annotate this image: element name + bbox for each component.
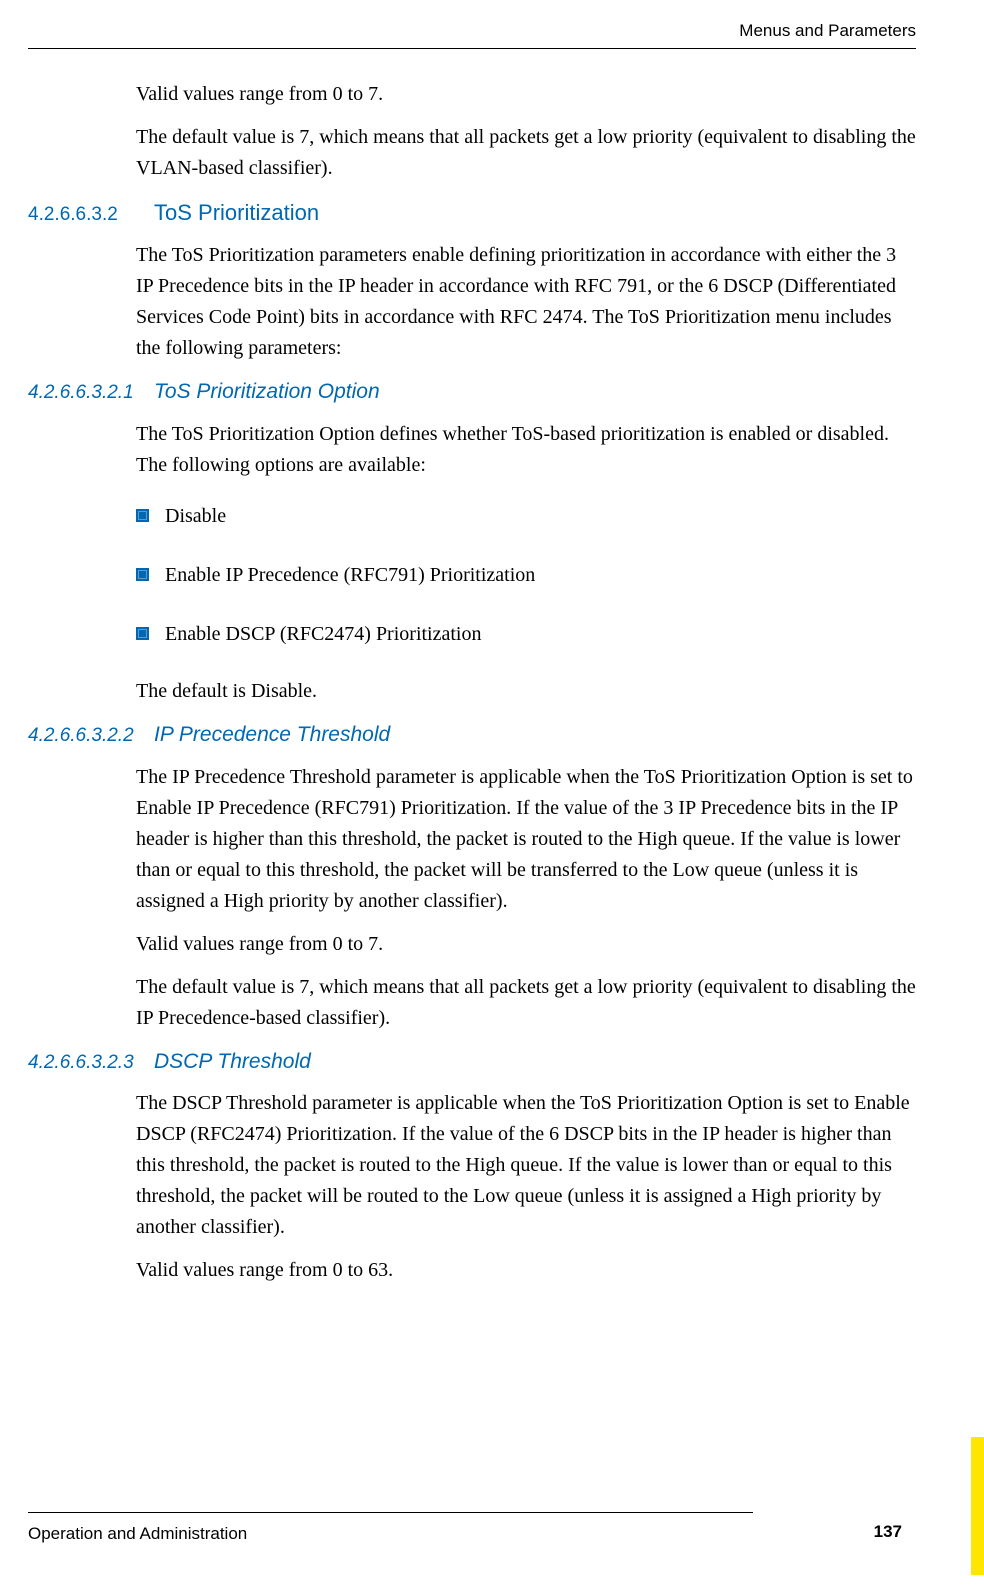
list-item-text: Disable [165, 501, 226, 532]
running-header: Menus and Parameters [28, 18, 916, 49]
page: Menus and Parameters Valid values range … [0, 0, 984, 1595]
page-number-block: 137 [846, 1519, 916, 1547]
square-bullet-icon [136, 568, 149, 581]
page-footer: Operation and Administration 137 [28, 1512, 916, 1547]
section-title: ToS Prioritization [154, 196, 319, 230]
body-paragraph: The default is Disable. [136, 676, 916, 707]
section-heading: 4.2.6.6.3.2.3 DSCP Threshold [28, 1046, 916, 1079]
list-item: Disable [136, 501, 916, 532]
list-item-text: Enable DSCP (RFC2474) Prioritization [165, 619, 481, 650]
section-title: IP Precedence Threshold [154, 719, 390, 752]
square-bullet-icon [136, 509, 149, 522]
body-paragraph: Valid values range from 0 to 7. [136, 79, 916, 110]
body-paragraph: Valid values range from 0 to 7. [136, 929, 916, 960]
section-heading: 4.2.6.6.3.2.2 IP Precedence Threshold [28, 719, 916, 752]
section-number: 4.2.6.6.3.2 [28, 200, 154, 229]
square-bullet-icon [136, 627, 149, 640]
section-title: DSCP Threshold [154, 1046, 311, 1079]
section-heading: 4.2.6.6.3.2.1 ToS Prioritization Option [28, 376, 916, 409]
body-paragraph: The ToS Prioritization Option defines wh… [136, 419, 916, 481]
section-number: 4.2.6.6.3.2.3 [28, 1048, 154, 1077]
bullet-list: Disable Enable IP Precedence (RFC791) Pr… [136, 501, 916, 650]
body-paragraph: The default value is 7, which means that… [136, 972, 916, 1034]
body-paragraph: The ToS Prioritization parameters enable… [136, 240, 916, 364]
list-item: Enable IP Precedence (RFC791) Prioritiza… [136, 560, 916, 591]
section-title: ToS Prioritization Option [154, 376, 380, 409]
body-paragraph: The DSCP Threshold parameter is applicab… [136, 1088, 916, 1243]
section-number: 4.2.6.6.3.2.2 [28, 721, 154, 750]
list-item-text: Enable IP Precedence (RFC791) Prioritiza… [165, 560, 535, 591]
footer-chapter: Operation and Administration [28, 1521, 247, 1547]
content-column: Valid values range from 0 to 7. The defa… [136, 79, 916, 1286]
section-heading: 4.2.6.6.3.2 ToS Prioritization [28, 196, 916, 230]
body-paragraph: The default value is 7, which means that… [136, 122, 916, 184]
section-number: 4.2.6.6.3.2.1 [28, 378, 154, 407]
footer-row: Operation and Administration 137 [28, 1519, 916, 1547]
footer-rule [28, 1512, 753, 1513]
list-item: Enable DSCP (RFC2474) Prioritization [136, 619, 916, 650]
body-paragraph: Valid values range from 0 to 63. [136, 1255, 916, 1286]
accent-bar-vertical [971, 1437, 984, 1575]
body-paragraph: The IP Precedence Threshold parameter is… [136, 762, 916, 917]
page-number: 137 [846, 1519, 902, 1545]
